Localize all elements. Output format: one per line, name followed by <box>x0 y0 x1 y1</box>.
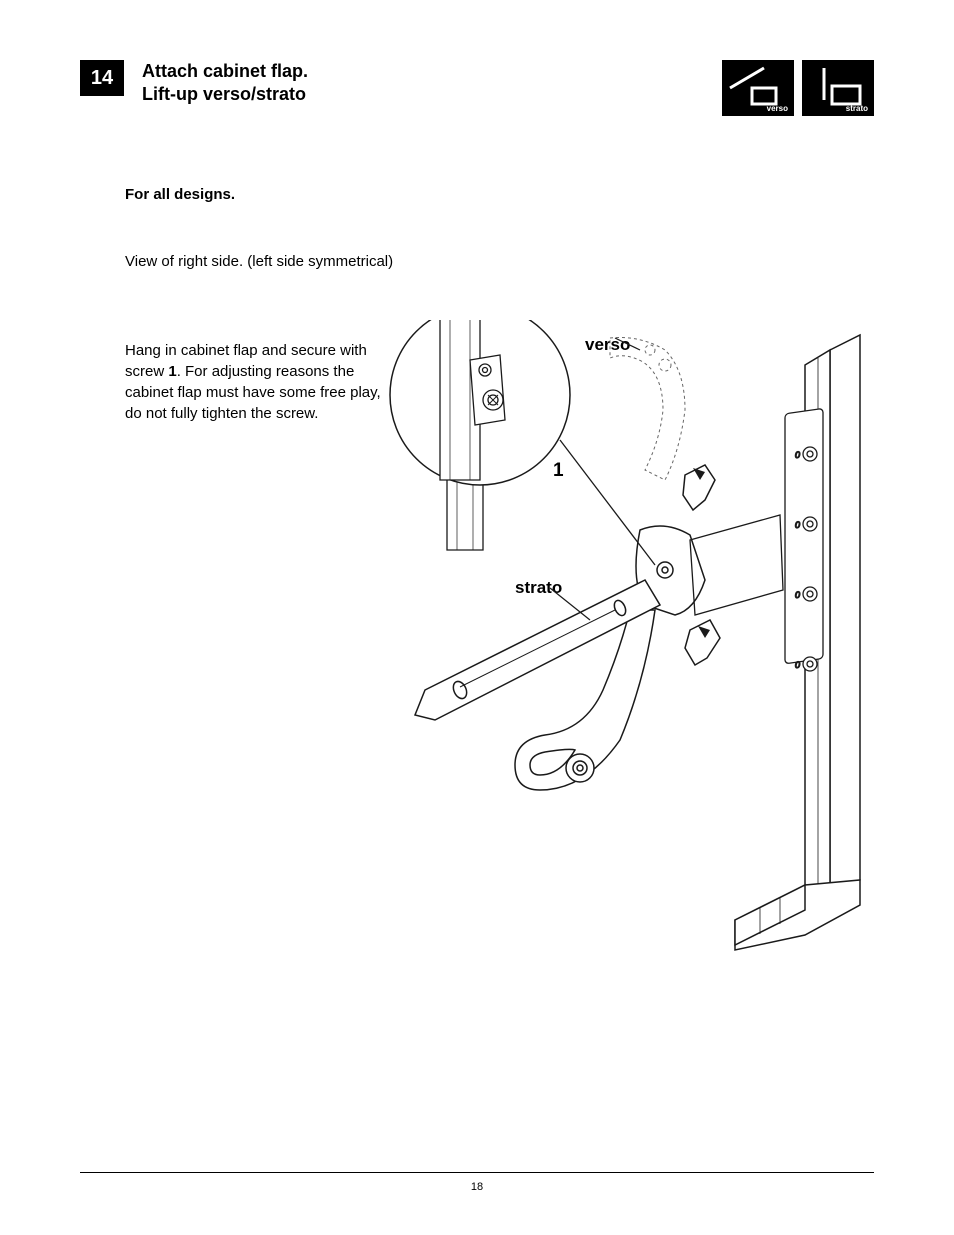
step-number-badge: 14 <box>80 60 124 96</box>
assembly-diagram: verso strato 1 <box>385 340 874 980</box>
view-note: View of right side. (left side symmetric… <box>125 253 874 270</box>
svg-text:0: 0 <box>795 590 800 600</box>
subtitle: For all designs. <box>125 186 874 203</box>
strato-icon-label: strato <box>846 104 868 113</box>
instruction-text: Hang in cabinet flap and secure with scr… <box>125 340 385 424</box>
svg-text:0: 0 <box>795 450 800 460</box>
verso-icon: verso <box>722 60 794 116</box>
svg-text:0: 0 <box>795 660 800 670</box>
step-title-line2: Lift-up verso/strato <box>142 84 306 104</box>
variant-icons: verso strato <box>722 60 874 116</box>
page-number: 18 <box>0 1181 954 1193</box>
footer-rule <box>80 1172 874 1173</box>
instruction-screw-ref: 1 <box>168 363 176 380</box>
step-title: Attach cabinet flap. Lift-up verso/strat… <box>142 60 704 105</box>
strato-icon: strato <box>802 60 874 116</box>
svg-text:0: 0 <box>795 520 800 530</box>
verso-icon-label: verso <box>767 104 788 113</box>
step-title-line1: Attach cabinet flap. <box>142 61 308 81</box>
